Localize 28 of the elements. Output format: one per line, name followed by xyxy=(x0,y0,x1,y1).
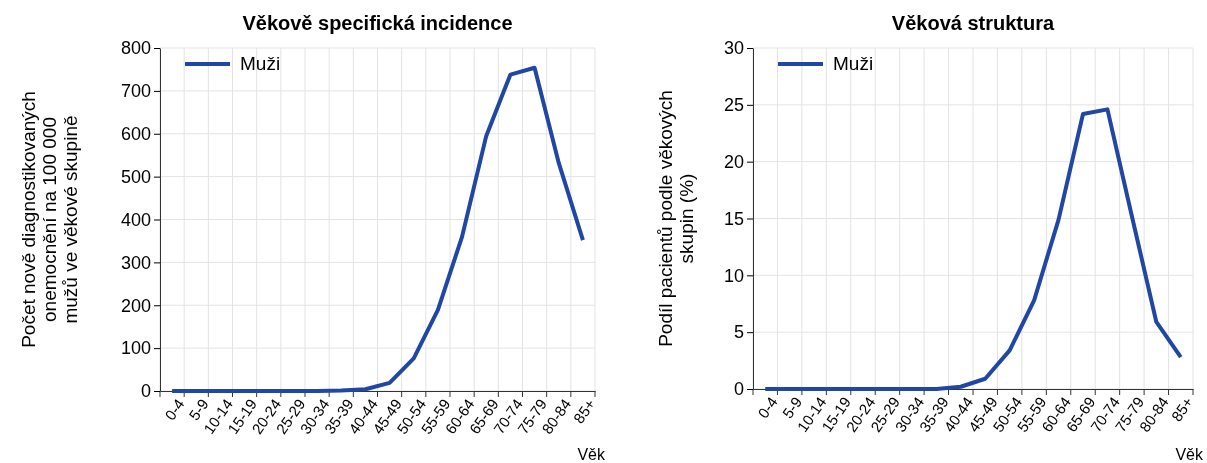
legend-label: Muži xyxy=(833,53,874,74)
y-tick-label: 0 xyxy=(140,381,151,402)
chart-title: Věková struktura xyxy=(891,12,1056,34)
y-tick-label: 300 xyxy=(120,252,151,273)
y-tick-label: 100 xyxy=(120,338,151,359)
y-tick-label: 30 xyxy=(723,38,744,59)
y-tick-label: 500 xyxy=(120,166,151,187)
x-axis-title: Věk xyxy=(1175,446,1204,463)
x-axis-title: Věk xyxy=(577,446,606,463)
y-tick-label: 700 xyxy=(120,81,151,102)
y-axis-title: Podíl pacientů podle věkových skupin (%) xyxy=(655,90,697,347)
y-tick-label: 15 xyxy=(723,208,744,229)
y-tick-label: 600 xyxy=(120,124,151,145)
y-tick-label: 0 xyxy=(733,379,744,400)
y-tick-label: 5 xyxy=(733,322,744,343)
line-series xyxy=(763,107,1183,391)
chart-title: Věkově specifická incidence xyxy=(242,12,513,34)
y-tick-label: 800 xyxy=(120,38,151,59)
y-tick-label: 25 xyxy=(723,95,744,116)
y-tick-label: 400 xyxy=(120,209,151,230)
y-tick-label: 10 xyxy=(723,265,744,286)
x-tick-label: 0-4 xyxy=(754,393,781,422)
y-axis-title: Počet nově diagnostikovaných onemocnění na 100 000 mužů ve věkové skupině xyxy=(18,91,81,348)
y-tick-label: 200 xyxy=(120,295,151,316)
y-tick-label: 20 xyxy=(723,151,744,172)
x-tick-label: 0-4 xyxy=(161,395,188,424)
legend-label: Muži xyxy=(240,53,281,74)
x-tick-label: 85+ xyxy=(1167,393,1197,425)
